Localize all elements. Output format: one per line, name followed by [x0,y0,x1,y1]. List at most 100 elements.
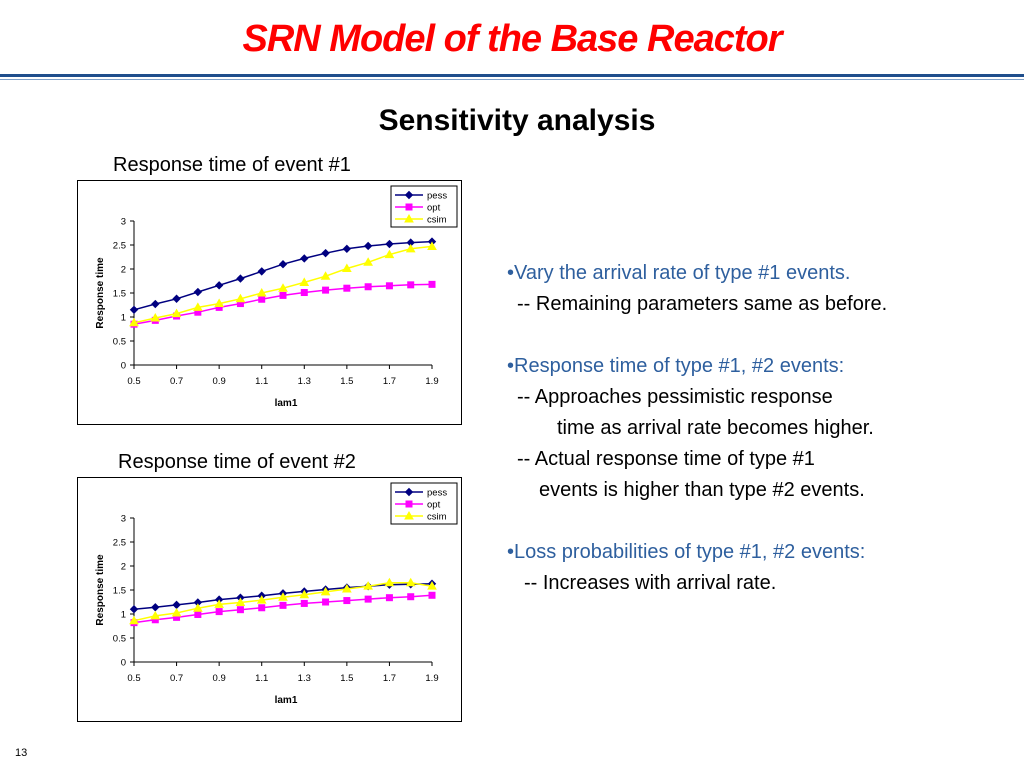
chart-1-point-pess [151,299,160,309]
chart-1-legend-marker-csim [404,213,414,223]
chart-1-y-tick-label: 2.5 [113,241,126,252]
chart-1-point-csim [299,277,310,286]
chart-1-point-csim [192,302,203,311]
chart-2-point-csim [214,599,225,608]
chart-1-point-csim [150,312,161,322]
chart-2-x-tick-label: 0.5 [127,673,140,684]
bullet-response-time-sub2-cont: events is higher than type #2 events. [539,479,865,501]
chart-2-y-tick-label: 2 [121,562,126,573]
chart-1-point-csim [341,263,352,273]
chart-1-point-opt [258,295,266,303]
chart-1-point-pess [363,241,373,251]
title-rule [0,74,1024,77]
bullet-response-time-sub1-cont: time as arrival rate becomes higher. [557,417,874,439]
chart-1-y-tick-label: 2 [121,265,126,276]
chart-2-point-csim [129,615,139,625]
chart-2-point-csim [278,592,288,601]
chart-2-point-opt [258,604,266,612]
bullet-arrival-rate: •Vary the arrival rate of type #1 events… [507,262,851,284]
chart-2-legend-marker-pess [404,487,414,497]
chart-1-x-tick-label: 1.5 [340,376,353,387]
chart-1-legend-label-opt: opt [427,203,441,214]
chart-1-point-csim [278,283,288,292]
chart-2-point-opt [279,601,287,609]
chart-2-y-tick-label: 0.5 [113,634,126,645]
chart-2-y-tick-label: 1 [121,610,126,621]
chart-1-point-pess [214,281,224,290]
bullet-loss-probabilities: •Loss probabilities of type #1, #2 event… [507,541,866,563]
chart-2-point-opt [385,594,393,602]
chart-2-x-tick-label: 1.5 [340,673,353,684]
chart-1-x-axis-label: lam1 [275,398,298,409]
chart-1-point-opt [428,280,436,288]
chart-1-svg: 00.511.522.530.5 0.7 0.9 1.1 1.3 1.5 1.7 1.9lam… [95,185,458,409]
chart-1-point-csim [235,293,246,303]
bullet-response-time-sub2: -- Actual response time of type #1 [517,448,815,470]
chart-1-point-pess [172,294,181,303]
chart-1-y-tick-label: 1.5 [113,289,126,300]
bullet-list: •Vary the arrival rate of type #1 events… [507,258,1007,599]
chart-2-point-csim [150,610,161,620]
chart-2-point-csim [384,577,395,587]
slide-subtitle: Sensitivity analysis [378,104,656,137]
chart-2-y-tick-label: 3 [121,514,126,525]
chart-1-point-opt [385,282,393,290]
chart-2-point-csim [171,608,182,617]
chart-1-y-axis-label: Response time [95,257,106,329]
chart-2-point-pess [151,603,160,612]
chart-1-legend-marker-opt [405,203,413,211]
chart-2-caption: Response time of event #2 [118,451,356,473]
chart-1-point-pess [342,244,352,254]
chart-1-legend-marker-pess [404,190,414,200]
chart-2-point-opt [407,593,415,601]
chart-2-legend-label-pess: pess [427,488,447,499]
chart-2-point-csim [235,597,246,606]
chart-2-legend-marker-opt [405,500,413,508]
chart-2-x-tick-label: 0.7 [170,673,183,684]
chart-1-point-csim [384,249,395,259]
chart-1-point-opt [300,289,308,297]
chart-2-point-opt [300,599,308,607]
chart-1-y-tick-label: 3 [121,217,126,228]
chart-2-point-csim [341,584,352,593]
title-rule-thin [0,79,1024,80]
chart-2-x-tick-label: 1.1 [255,673,268,684]
chart-2-x-tick-label: 0.9 [213,673,226,684]
chart-1-legend-label-pess: pess [427,191,447,202]
page-number: 13 [15,747,28,759]
chart-1-point-opt [407,281,415,289]
chart-1-y-tick-label: 0.5 [113,337,126,348]
bullet-loss-probabilities-sub: -- Increases with arrival rate. [524,572,777,594]
chart-1-point-opt [279,291,287,299]
chart-2-point-opt [364,595,372,603]
slide-title: SRN Model of the Base Reactor [242,18,783,60]
chart-2-y-tick-label: 0 [121,658,126,669]
chart-2-y-axis-label: Response time [95,554,106,626]
chart-2-legend-label-opt: opt [427,500,441,511]
chart-1-point-csim [320,271,331,280]
bullet-response-time: •Response time of type #1, #2 events: [507,355,845,377]
chart-2-y-tick-label: 1.5 [113,586,126,597]
chart-1-point-opt [322,286,330,294]
chart-1-point-csim [427,241,437,250]
chart-1-point-csim [405,243,416,253]
chart-1-x-tick-label: 1.9 [425,376,438,387]
chart-2-point-csim [427,581,437,590]
chart-2-point-csim [192,603,203,612]
chart-2-y-tick-label: 2.5 [113,538,126,549]
chart-1-legend-label-csim: csim [427,215,447,226]
chart-1-point-csim [256,287,267,297]
chart-2: 0 0.5 1 1.5 2 2.5 3 0.5 0.7 0.9 1.1 1.3 1.5 1.7 1.9 lam… [77,477,462,722]
chart-2-x-tick-label: 1.3 [298,673,311,684]
chart-2-point-opt [343,597,351,605]
chart-2-x-axis-label: lam1 [275,695,298,706]
chart-2-point-csim [299,589,310,599]
chart-1-point-csim [363,257,374,266]
chart-2-point-opt [194,610,202,618]
chart-1-point-csim [214,298,225,308]
chart-2-point-opt [236,606,244,614]
chart-2-point-opt [215,608,223,616]
chart-1: 0 0.5 1 1.5 2 2.5 3 0.5 0.7 0.9 1.1 1.3 1.5 1.7 1.9 lam… [77,180,462,425]
chart-1-point-pess [278,259,288,269]
chart-1-point-pess [321,248,330,258]
